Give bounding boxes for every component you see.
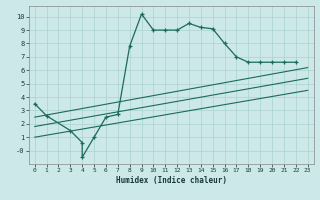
X-axis label: Humidex (Indice chaleur): Humidex (Indice chaleur) xyxy=(116,176,227,185)
